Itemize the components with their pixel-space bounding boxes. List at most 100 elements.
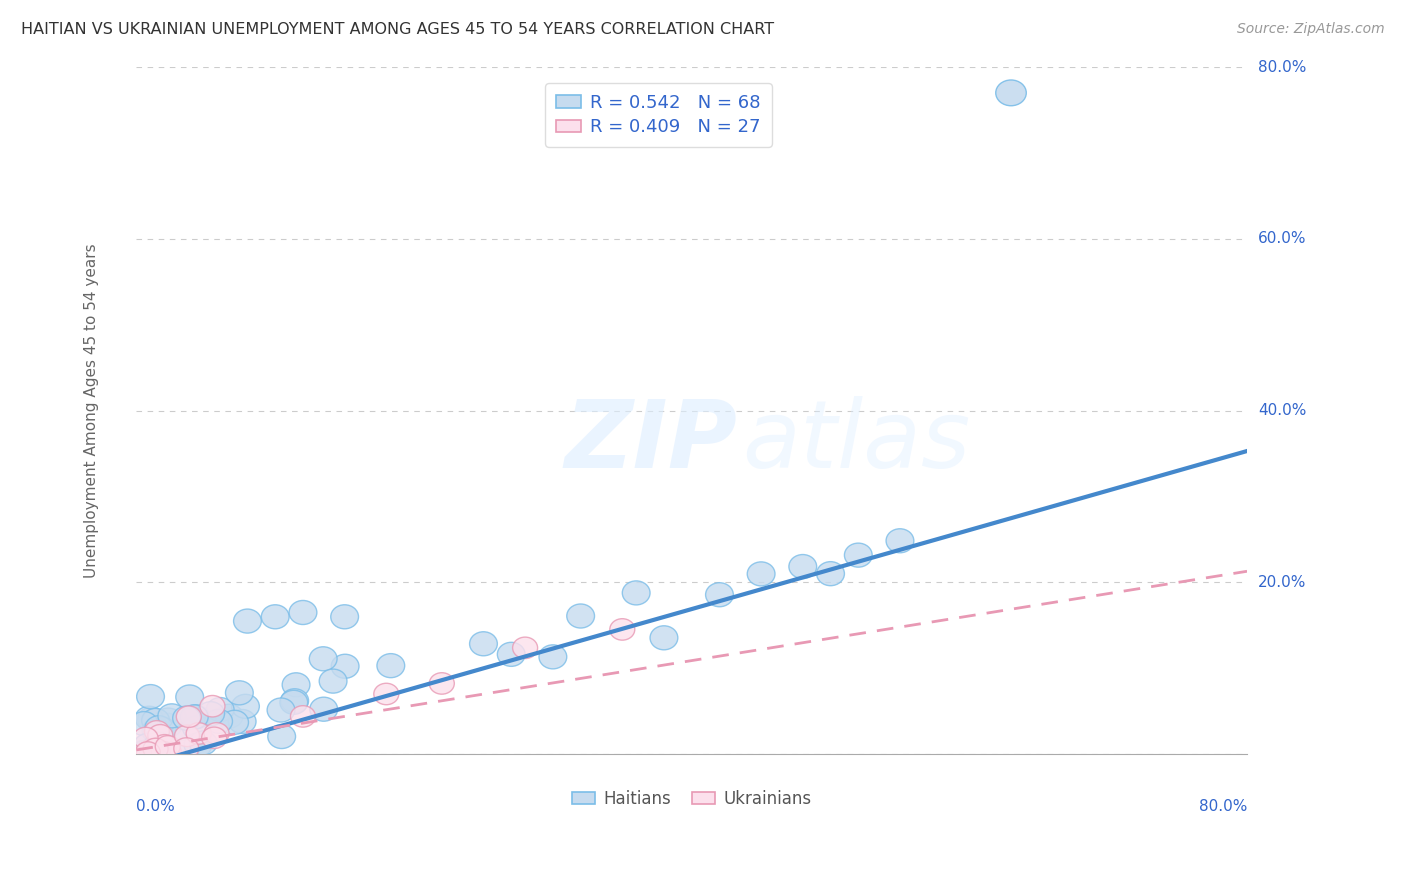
Ellipse shape	[186, 723, 211, 744]
Ellipse shape	[332, 654, 359, 678]
Ellipse shape	[623, 581, 650, 605]
Ellipse shape	[190, 731, 217, 755]
Text: HAITIAN VS UKRAINIAN UNEMPLOYMENT AMONG AGES 45 TO 54 YEARS CORRELATION CHART: HAITIAN VS UKRAINIAN UNEMPLOYMENT AMONG …	[21, 22, 775, 37]
Ellipse shape	[145, 721, 169, 742]
Ellipse shape	[225, 681, 253, 705]
Ellipse shape	[374, 683, 399, 705]
Text: Unemployment Among Ages 45 to 54 years: Unemployment Among Ages 45 to 54 years	[84, 244, 100, 578]
Ellipse shape	[174, 725, 200, 747]
Ellipse shape	[148, 724, 173, 746]
Text: 40.0%: 40.0%	[1258, 403, 1306, 418]
Ellipse shape	[145, 735, 173, 759]
Ellipse shape	[174, 738, 198, 759]
Ellipse shape	[131, 740, 159, 764]
Ellipse shape	[156, 741, 181, 764]
Ellipse shape	[148, 717, 176, 741]
Ellipse shape	[136, 742, 162, 764]
Ellipse shape	[146, 740, 173, 764]
Ellipse shape	[319, 669, 347, 693]
Text: 0.0%: 0.0%	[136, 799, 176, 814]
Ellipse shape	[330, 605, 359, 629]
Ellipse shape	[136, 742, 162, 764]
Ellipse shape	[155, 714, 181, 738]
Ellipse shape	[200, 696, 225, 717]
Ellipse shape	[610, 619, 634, 640]
Text: 20.0%: 20.0%	[1258, 575, 1306, 590]
Ellipse shape	[817, 562, 845, 586]
Ellipse shape	[205, 709, 232, 733]
Ellipse shape	[155, 708, 183, 732]
Ellipse shape	[138, 740, 165, 764]
Ellipse shape	[136, 742, 162, 764]
Ellipse shape	[149, 740, 177, 764]
Ellipse shape	[377, 654, 405, 678]
Ellipse shape	[183, 715, 211, 739]
Ellipse shape	[281, 689, 308, 713]
Ellipse shape	[181, 705, 209, 729]
Ellipse shape	[267, 698, 295, 722]
Ellipse shape	[134, 740, 160, 764]
Ellipse shape	[567, 604, 595, 628]
Text: 80.0%: 80.0%	[1199, 799, 1247, 814]
Ellipse shape	[135, 742, 160, 764]
Ellipse shape	[141, 740, 169, 764]
Ellipse shape	[429, 673, 454, 694]
Text: 80.0%: 80.0%	[1258, 60, 1306, 75]
Ellipse shape	[232, 694, 259, 718]
Ellipse shape	[134, 727, 157, 748]
Ellipse shape	[650, 626, 678, 650]
Ellipse shape	[995, 80, 1026, 106]
Ellipse shape	[134, 733, 162, 757]
Ellipse shape	[155, 736, 180, 757]
Text: Source: ZipAtlas.com: Source: ZipAtlas.com	[1237, 22, 1385, 37]
Ellipse shape	[138, 739, 165, 764]
Ellipse shape	[131, 712, 157, 736]
Ellipse shape	[886, 529, 914, 553]
Ellipse shape	[290, 600, 316, 624]
Ellipse shape	[215, 704, 243, 728]
Ellipse shape	[155, 742, 180, 764]
Ellipse shape	[143, 739, 169, 760]
Text: atlas: atlas	[742, 396, 970, 487]
Ellipse shape	[136, 684, 165, 708]
Ellipse shape	[139, 739, 165, 761]
Ellipse shape	[233, 609, 262, 633]
Ellipse shape	[152, 742, 176, 764]
Ellipse shape	[513, 637, 537, 658]
Ellipse shape	[789, 555, 817, 579]
Ellipse shape	[309, 647, 337, 671]
Legend: Haitians, Ukrainians: Haitians, Ukrainians	[565, 783, 818, 814]
Ellipse shape	[747, 562, 775, 586]
Ellipse shape	[197, 702, 225, 726]
Ellipse shape	[152, 735, 177, 756]
Ellipse shape	[291, 706, 315, 727]
Ellipse shape	[201, 727, 226, 748]
Ellipse shape	[498, 642, 524, 666]
Ellipse shape	[169, 719, 197, 743]
Ellipse shape	[184, 733, 212, 757]
Ellipse shape	[142, 708, 170, 732]
Ellipse shape	[280, 690, 308, 714]
Ellipse shape	[845, 543, 872, 567]
Text: 60.0%: 60.0%	[1258, 231, 1306, 246]
Ellipse shape	[176, 706, 201, 727]
Ellipse shape	[221, 710, 249, 734]
Ellipse shape	[169, 740, 197, 764]
Ellipse shape	[228, 709, 256, 733]
Ellipse shape	[138, 707, 166, 731]
Ellipse shape	[149, 740, 177, 764]
Ellipse shape	[309, 698, 337, 722]
Ellipse shape	[204, 723, 229, 744]
Ellipse shape	[283, 673, 309, 697]
Ellipse shape	[470, 632, 498, 656]
Ellipse shape	[135, 706, 163, 731]
Ellipse shape	[262, 605, 290, 629]
Ellipse shape	[142, 740, 170, 764]
Ellipse shape	[157, 704, 186, 728]
Ellipse shape	[207, 698, 233, 722]
Text: ZIP: ZIP	[564, 395, 737, 488]
Ellipse shape	[176, 685, 204, 709]
Ellipse shape	[145, 732, 173, 756]
Ellipse shape	[145, 715, 173, 739]
Ellipse shape	[142, 719, 170, 743]
